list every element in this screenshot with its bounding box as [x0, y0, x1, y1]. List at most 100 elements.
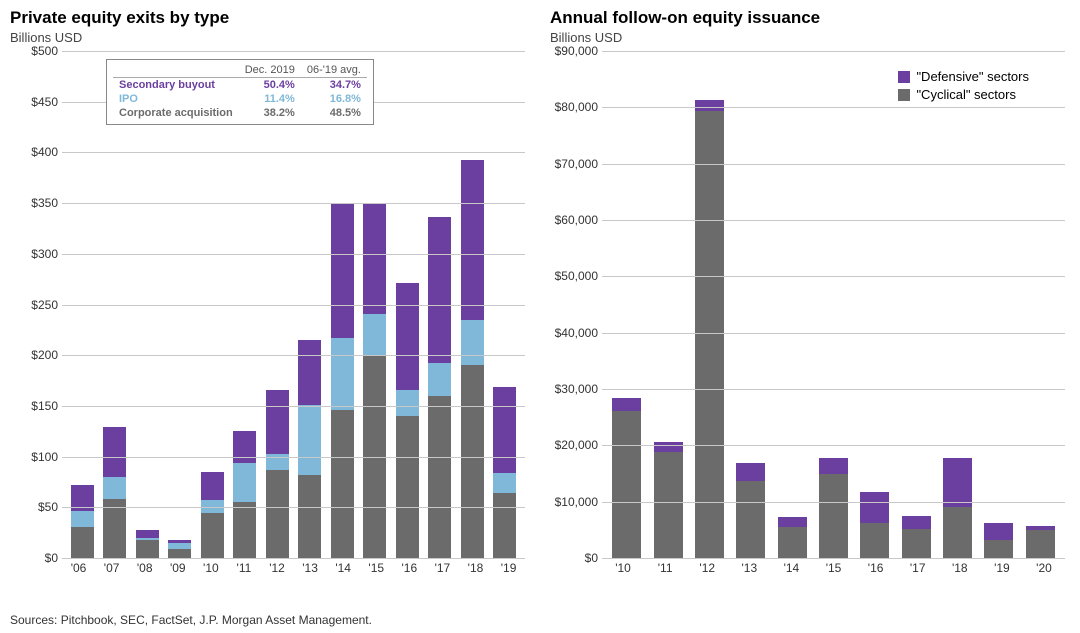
bar-segment-cyclical [902, 529, 931, 558]
bar-segment-cyclical [860, 523, 889, 558]
ytick-label: $0 [550, 551, 598, 565]
ytick-label: $60,000 [550, 213, 598, 227]
ytick-label: $20,000 [550, 438, 598, 452]
legend-swatch [898, 89, 910, 101]
xtick-label: '18 [939, 561, 981, 581]
stacked-bar [778, 414, 807, 558]
ytick-label: $400 [10, 145, 58, 159]
stacked-bar [695, 76, 724, 558]
gridline [62, 355, 525, 356]
bar-segment-secondary_buyout [363, 204, 386, 314]
gridline [62, 254, 525, 255]
gridline [602, 51, 1065, 52]
xtick-label: '16 [393, 561, 426, 581]
stacked-bar [396, 185, 419, 558]
right-bars [602, 51, 1065, 558]
bar-segment-ipo [396, 390, 419, 416]
bar-slot [978, 51, 1019, 558]
xtick-label: '07 [95, 561, 128, 581]
bar-segment-corporate_acq [233, 502, 256, 558]
ytick-label: $450 [10, 95, 58, 109]
gridline [62, 203, 525, 204]
bar-segment-corporate_acq [493, 493, 516, 558]
xtick-label: '14 [770, 561, 812, 581]
gridline [62, 152, 525, 153]
left-chart-area: Dec. 201906-'19 avg. Secondary buyout50.… [62, 51, 525, 581]
bar-segment-secondary_buyout [396, 283, 419, 390]
bar-segment-secondary_buyout [201, 472, 224, 500]
stacked-bar [168, 464, 191, 558]
xtick-label: '14 [327, 561, 360, 581]
bar-segment-ipo [493, 473, 516, 494]
stacked-bar [331, 134, 354, 558]
bar-segment-cyclical [736, 481, 765, 558]
sources-text: Sources: Pitchbook, SEC, FactSet, J.P. M… [10, 613, 372, 627]
ytick-label: $100 [10, 450, 58, 464]
right-xlabels: '10'11'12'13'14'15'16'17'18'19'20 [602, 561, 1065, 581]
xtick-label: '13 [294, 561, 327, 581]
legend-label: "Cyclical" sectors [916, 87, 1016, 102]
xtick-label: '18 [459, 561, 492, 581]
left-panel: Private equity exits by type Billions US… [0, 0, 540, 600]
ytick-label: $300 [10, 247, 58, 261]
bar-slot [730, 51, 771, 558]
stacked-bar [860, 375, 889, 558]
bar-segment-secondary_buyout [266, 390, 289, 454]
bar-segment-secondary_buyout [331, 204, 354, 338]
legend-item: "Cyclical" sectors [898, 87, 1029, 102]
xtick-label: '19 [492, 561, 525, 581]
bar-segment-defensive [902, 516, 931, 529]
bar-segment-defensive [819, 458, 848, 474]
bar-segment-cyclical [612, 411, 641, 558]
legend-header: Dec. 2019 [239, 63, 301, 78]
xtick-label: '17 [426, 561, 459, 581]
legend-row-label: IPO [113, 92, 239, 106]
xtick-label: '12 [260, 561, 293, 581]
legend-row-value: 50.4% [239, 78, 301, 93]
xtick-label: '15 [360, 561, 393, 581]
legend-swatch [898, 71, 910, 83]
stacked-bar [103, 300, 126, 558]
legend-row-value: 38.2% [239, 106, 301, 120]
stacked-bar [363, 134, 386, 558]
ytick-label: $50 [10, 500, 58, 514]
bar-segment-corporate_acq [168, 549, 191, 558]
ytick-label: $50,000 [550, 269, 598, 283]
bar-segment-ipo [71, 511, 94, 527]
xtick-label: '10 [602, 561, 644, 581]
xtick-label: '12 [686, 561, 728, 581]
legend-row-value: 16.8% [301, 92, 367, 106]
legend-row-value: 48.5% [301, 106, 367, 120]
right-title: Annual follow-on equity issuance [550, 8, 1070, 28]
right-legend: "Defensive" sectors"Cyclical" sectors [898, 69, 1029, 105]
bar-segment-secondary_buyout [233, 431, 256, 462]
bar-segment-ipo [103, 477, 126, 499]
bar-segment-ipo [233, 463, 256, 503]
stacked-bar [493, 264, 516, 558]
bar-slot [771, 51, 812, 558]
gridline [62, 305, 525, 306]
left-plot: $0$50$100$150$200$250$300$350$400$450$50… [62, 51, 525, 559]
bar-segment-cyclical [1026, 530, 1055, 558]
bar-segment-cyclical [695, 111, 724, 558]
right-panel: Annual follow-on equity issuance Billion… [540, 0, 1080, 600]
right-plot: $0$10,000$20,000$30,000$40,000$50,000$60… [602, 51, 1065, 559]
gridline [602, 445, 1065, 446]
ytick-label: $200 [10, 348, 58, 362]
gridline [62, 51, 525, 52]
legend-header: 06-'19 avg. [301, 63, 367, 78]
bar-segment-defensive [778, 517, 807, 527]
bar-slot [647, 51, 688, 558]
stacked-bar [1026, 431, 1055, 558]
bar-slot [813, 51, 854, 558]
bar-segment-corporate_acq [298, 475, 321, 558]
ytick-label: $40,000 [550, 326, 598, 340]
stacked-bar [201, 349, 224, 558]
left-xlabels: '06'07'08'09'10'11'12'13'14'15'16'17'18'… [62, 561, 525, 581]
stacked-bar [428, 142, 451, 558]
bar-segment-ipo [363, 314, 386, 355]
stacked-bar [71, 365, 94, 558]
legend-header [113, 63, 239, 78]
stacked-bar [233, 305, 256, 559]
bar-segment-defensive [943, 458, 972, 507]
